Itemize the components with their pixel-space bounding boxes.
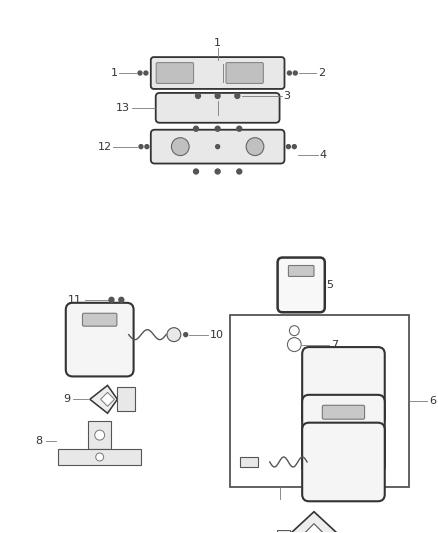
Circle shape: [96, 453, 104, 461]
FancyBboxPatch shape: [156, 62, 194, 84]
Text: 5: 5: [326, 280, 333, 290]
Circle shape: [109, 297, 114, 302]
Text: 8: 8: [35, 436, 42, 446]
Circle shape: [95, 430, 105, 440]
Text: 12: 12: [97, 142, 112, 151]
Text: 10: 10: [210, 329, 224, 340]
Bar: [58, 449, 141, 465]
Circle shape: [287, 71, 291, 75]
Circle shape: [171, 138, 189, 156]
FancyBboxPatch shape: [226, 62, 263, 84]
Bar: [88, 421, 112, 449]
Text: 11: 11: [68, 295, 82, 305]
FancyBboxPatch shape: [288, 265, 314, 277]
Text: 9: 9: [63, 394, 70, 405]
FancyBboxPatch shape: [66, 303, 134, 376]
Circle shape: [184, 333, 187, 337]
Circle shape: [194, 169, 198, 174]
Circle shape: [293, 71, 297, 75]
Circle shape: [145, 144, 149, 149]
Text: 3: 3: [283, 91, 290, 101]
Text: 6: 6: [429, 396, 436, 406]
Circle shape: [215, 144, 219, 149]
Text: 2: 2: [318, 68, 325, 78]
Circle shape: [246, 138, 264, 156]
FancyBboxPatch shape: [151, 57, 285, 89]
Bar: [277, 530, 290, 533]
Text: 1: 1: [110, 68, 117, 78]
Text: 1: 1: [214, 38, 221, 48]
FancyBboxPatch shape: [322, 405, 364, 419]
Circle shape: [237, 169, 242, 174]
Bar: [230, 315, 410, 487]
Bar: [240, 457, 258, 467]
Circle shape: [235, 93, 240, 99]
FancyBboxPatch shape: [278, 257, 325, 312]
FancyBboxPatch shape: [82, 313, 117, 326]
Circle shape: [167, 328, 181, 342]
Polygon shape: [290, 512, 338, 533]
FancyBboxPatch shape: [302, 395, 385, 473]
Circle shape: [215, 93, 220, 99]
Circle shape: [287, 337, 301, 352]
Circle shape: [138, 71, 142, 75]
Polygon shape: [304, 523, 324, 533]
Circle shape: [237, 126, 242, 131]
FancyBboxPatch shape: [302, 423, 385, 501]
Polygon shape: [90, 385, 117, 413]
Text: 4: 4: [320, 150, 327, 159]
Text: 13: 13: [116, 103, 130, 113]
Circle shape: [292, 144, 296, 149]
Circle shape: [290, 326, 299, 336]
FancyBboxPatch shape: [151, 130, 285, 164]
FancyBboxPatch shape: [156, 93, 279, 123]
Circle shape: [194, 126, 198, 131]
FancyBboxPatch shape: [302, 347, 385, 426]
Polygon shape: [101, 392, 114, 406]
Circle shape: [215, 126, 220, 131]
Circle shape: [139, 144, 143, 149]
Circle shape: [119, 297, 124, 302]
Circle shape: [195, 93, 201, 99]
Text: 7: 7: [331, 340, 338, 350]
Bar: [117, 387, 135, 411]
Circle shape: [144, 71, 148, 75]
Circle shape: [286, 144, 290, 149]
Circle shape: [215, 169, 220, 174]
